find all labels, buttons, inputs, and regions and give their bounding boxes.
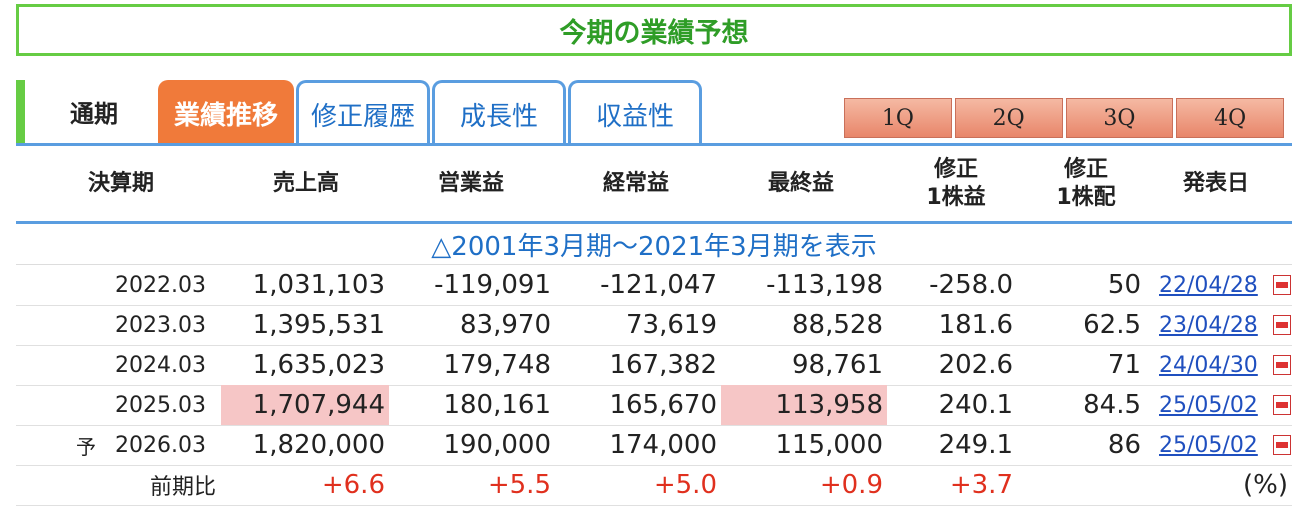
ordinary-profit-cell: 165,670 <box>609 390 717 420</box>
yoy-sales: +6.6 <box>321 470 385 500</box>
eps-cell: 181.6 <box>938 310 1013 340</box>
sales-cell: 1,820,000 <box>252 430 385 460</box>
dps-cell: 62.5 <box>1083 310 1141 340</box>
operating-profit-cell: 83,970 <box>460 310 551 340</box>
ordinary-profit-cell: 73,619 <box>626 310 717 340</box>
header-dps: 修正 1株配 <box>1056 156 1116 210</box>
ordinary-profit-cell: 167,382 <box>609 350 717 380</box>
header-net-profit: 最終益 <box>767 170 834 196</box>
table-row-forecast: 予 2026.03 1,820,000 190,000 174,000 115,… <box>16 425 1292 466</box>
tab-performance-history[interactable]: 業績推移 <box>158 80 294 146</box>
announce-date-link[interactable]: 25/05/02 <box>1159 432 1258 458</box>
eps-cell: 249.1 <box>938 430 1013 460</box>
sales-cell-highlighted: 1,707,944 <box>221 385 389 425</box>
dps-cell: 84.5 <box>1083 390 1141 420</box>
pdf-icon[interactable] <box>1273 315 1291 335</box>
quarter-buttons: 1Q 2Q 3Q 4Q <box>844 98 1284 138</box>
quarter-button-1q[interactable]: 1Q <box>844 98 952 138</box>
eps-cell: 240.1 <box>938 390 1013 420</box>
operating-profit-cell: -119,091 <box>434 270 551 300</box>
yoy-eps: +3.7 <box>949 470 1013 500</box>
period-cell: 2026.03 <box>115 432 206 458</box>
announce-date-link[interactable]: 24/04/30 <box>1159 352 1258 378</box>
announce-date-link[interactable]: 25/05/02 <box>1159 392 1258 418</box>
tab-revision-history[interactable]: 修正履歴 <box>296 80 430 146</box>
header-operating-profit: 営業益 <box>437 170 504 196</box>
table-row-yoy: 前期比 +6.6 +5.5 +5.0 +0.9 +3.7 (%) <box>16 465 1292 506</box>
green-marker <box>16 80 25 143</box>
dps-cell: 86 <box>1107 430 1141 460</box>
pdf-icon[interactable] <box>1273 355 1291 375</box>
table-row: 2024.03 1,635,023 179,748 167,382 98,761… <box>16 345 1292 386</box>
period-cell: 2022.03 <box>115 272 206 298</box>
dps-cell: 71 <box>1107 350 1141 380</box>
header-sales: 売上高 <box>272 170 339 196</box>
period-cell: 2025.03 <box>115 392 206 418</box>
tab-underline <box>16 143 1292 146</box>
yoy-operating-profit: +5.5 <box>487 470 551 500</box>
tab-bar: 通期 業績推移 修正履歴 成長性 収益性 1Q 2Q 3Q 4Q <box>16 80 1292 146</box>
yoy-ordinary-profit: +5.0 <box>653 470 717 500</box>
ordinary-profit-cell: -121,047 <box>600 270 717 300</box>
announce-date-link[interactable]: 22/04/28 <box>1159 272 1258 298</box>
net-profit-cell: 88,528 <box>792 310 883 340</box>
announce-date-link[interactable]: 23/04/28 <box>1159 312 1258 338</box>
header-period: 決算期 <box>87 170 154 196</box>
dps-cell: 50 <box>1107 270 1141 300</box>
table-row: 2023.03 1,395,531 83,970 73,619 88,528 1… <box>16 305 1292 346</box>
header-eps: 修正 1株益 <box>926 156 986 210</box>
quarter-button-3q[interactable]: 3Q <box>1065 98 1174 138</box>
period-cell: 2024.03 <box>115 352 206 378</box>
pdf-icon[interactable] <box>1273 395 1291 415</box>
header-announce-date: 発表日 <box>1182 170 1249 196</box>
quarter-button-4q[interactable]: 4Q <box>1176 98 1284 138</box>
period-cell: 2023.03 <box>115 312 206 338</box>
sales-cell: 1,395,531 <box>252 310 385 340</box>
sales-cell: 1,031,103 <box>252 270 385 300</box>
yoy-net-profit: +0.9 <box>819 470 883 500</box>
eps-cell: -258.0 <box>929 270 1013 300</box>
forecast-mark: 予 <box>76 434 96 459</box>
eps-cell: 202.6 <box>938 350 1013 380</box>
yoy-label: 前期比 <box>149 475 216 500</box>
quarter-button-2q[interactable]: 2Q <box>954 98 1063 138</box>
header-ordinary-profit: 経常益 <box>602 170 669 196</box>
pdf-icon[interactable] <box>1273 435 1291 455</box>
tab-label-annual: 通期 <box>70 100 118 128</box>
operating-profit-cell: 180,161 <box>443 390 551 420</box>
section-title: 今期の業績予想 <box>16 4 1292 56</box>
sales-cell: 1,635,023 <box>252 350 385 380</box>
table-row: 2022.03 1,031,103 -119,091 -121,047 -113… <box>16 265 1292 306</box>
net-profit-cell: -113,198 <box>766 270 883 300</box>
net-profit-cell-highlighted: 113,958 <box>721 385 887 425</box>
table-header: 決算期 売上高 営業益 経常益 最終益 修正 1株益 修正 1株配 発表日 <box>16 146 1292 224</box>
net-profit-cell: 98,761 <box>792 350 883 380</box>
tab-profitability[interactable]: 収益性 <box>568 80 702 146</box>
ordinary-profit-cell: 174,000 <box>609 430 717 460</box>
net-profit-cell: 115,000 <box>775 430 883 460</box>
pdf-icon[interactable] <box>1273 275 1291 295</box>
expand-history-link[interactable]: △2001年3月期〜2021年3月期を表示 <box>16 224 1292 265</box>
operating-profit-cell: 179,748 <box>443 350 551 380</box>
table-row: 2025.03 1,707,944 180,161 165,670 113,95… <box>16 385 1292 426</box>
operating-profit-cell: 190,000 <box>443 430 551 460</box>
tab-growth[interactable]: 成長性 <box>432 80 566 146</box>
yoy-unit: (%) <box>1243 470 1288 500</box>
